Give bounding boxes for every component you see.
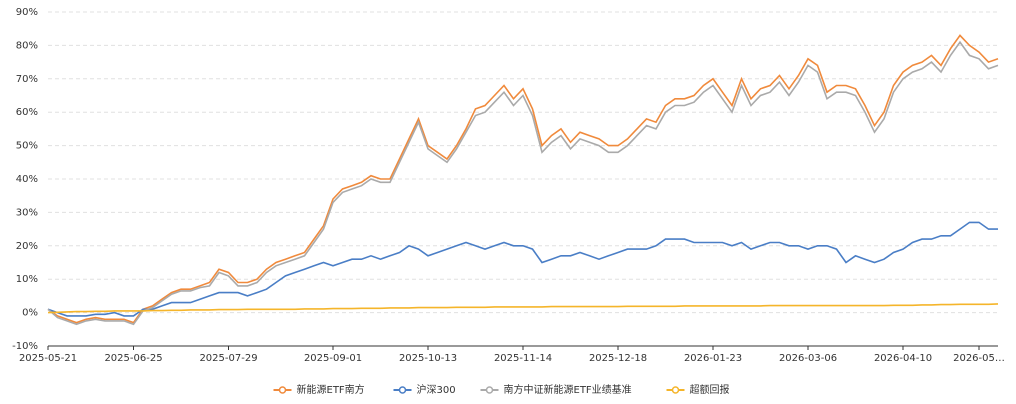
x-tick-label: 2026-03-06 [779, 353, 837, 364]
x-tick-label: 2025-07-29 [199, 353, 257, 364]
x-tick-label: 2026-05… [953, 353, 1005, 364]
y-tick-label: 30% [16, 207, 38, 218]
y-tick-label: 90% [16, 7, 38, 18]
legend-dot [398, 386, 407, 394]
series-line [47, 34, 999, 324]
y-tick-label: -10% [12, 341, 38, 352]
y-tick-label: 40% [16, 174, 38, 185]
legend-item: 新能源ETF南方 [273, 383, 365, 396]
y-tick-label: 10% [16, 274, 38, 285]
y-tick-label: 0% [22, 308, 38, 319]
legend-label: 沪深300 [417, 383, 456, 396]
legend-item: 超额回报 [666, 383, 730, 396]
series-line [47, 221, 998, 317]
legend-dot [671, 386, 680, 394]
series-line [47, 303, 999, 314]
series-line [47, 40, 999, 326]
legend-dot [278, 386, 287, 394]
legend-item: 南方中证新能源ETF业绩基准 [480, 383, 632, 396]
x-tick-label: 2025-06-25 [104, 353, 162, 364]
legend-item: 沪深300 [393, 383, 456, 396]
y-tick-label: 60% [16, 107, 38, 118]
legend-label: 新能源ETF南方 [297, 383, 365, 396]
y-tick-label: 50% [16, 141, 38, 152]
y-tick-label: 20% [16, 241, 38, 252]
y-tick-label: 80% [16, 40, 38, 51]
x-tick-label: 2025-10-13 [399, 353, 457, 364]
legend-dot [485, 386, 494, 394]
x-tick-label: 2025-09-01 [304, 353, 362, 364]
x-tick-label: 2025-11-14 [494, 353, 552, 364]
legend-label: 南方中证新能源ETF业绩基准 [504, 383, 632, 396]
x-tick-label: 2026-04-10 [874, 353, 932, 364]
x-tick-label: 2025-05-21 [19, 353, 77, 364]
x-tick-label: 2025-12-18 [589, 353, 647, 364]
legend-label: 超额回报 [690, 383, 730, 396]
x-tick-label: 2026-01-23 [684, 353, 742, 364]
y-tick-label: 70% [16, 74, 38, 85]
